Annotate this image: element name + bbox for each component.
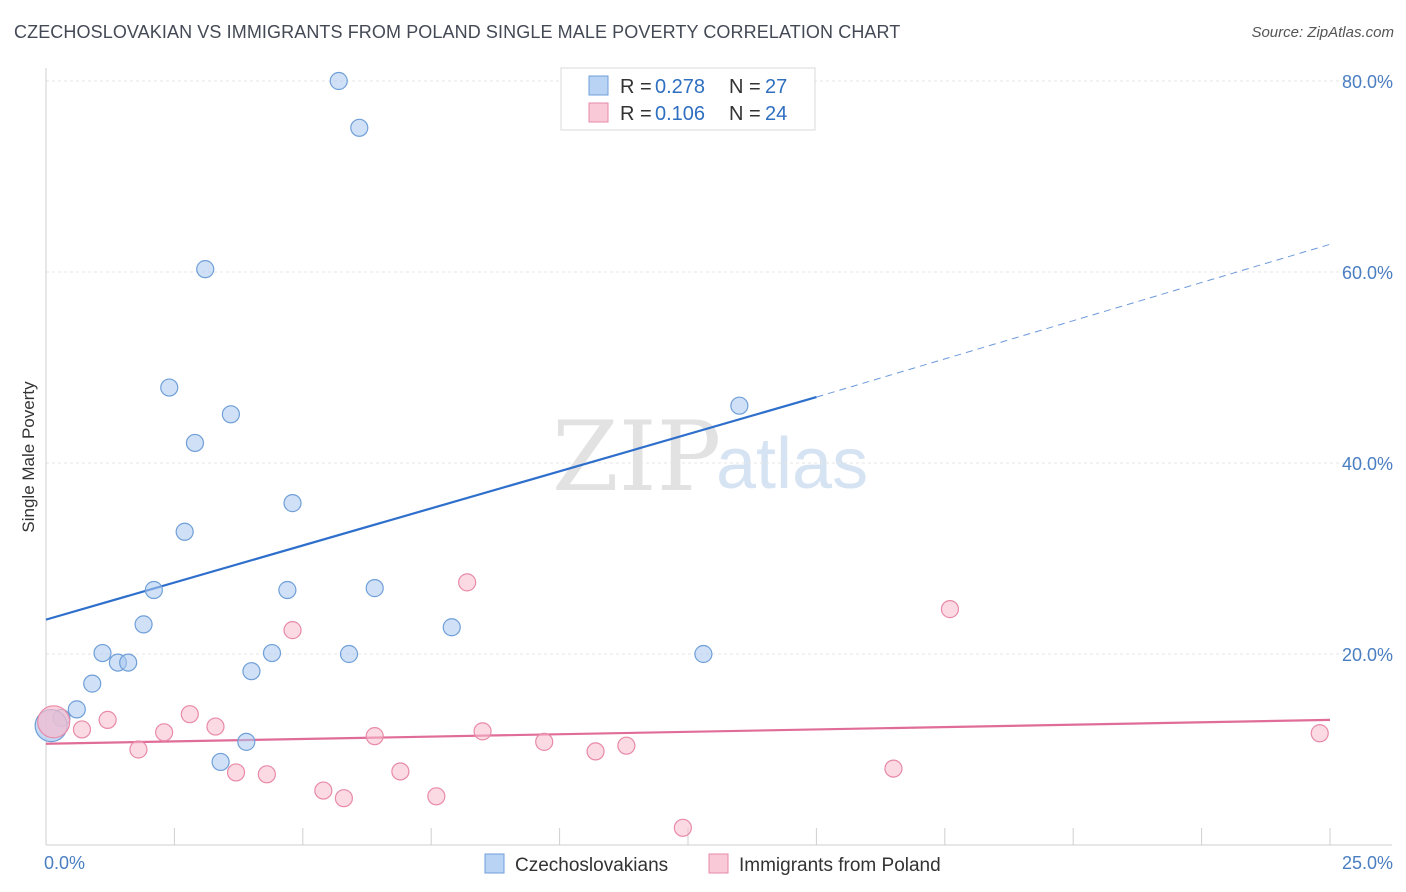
point-czechoslovakians — [283, 494, 302, 513]
point-immigrants-poland — [314, 781, 333, 800]
point-czechoslovakians — [278, 580, 297, 600]
point-czechoslovakians — [211, 752, 230, 772]
point-immigrants-poland — [72, 720, 92, 739]
point-czechoslovakians — [134, 615, 153, 634]
point-immigrants-poland — [427, 787, 446, 806]
point-immigrants-poland — [365, 727, 384, 746]
series-legend: Czechoslovakians Immigrants from Poland — [484, 853, 941, 876]
point-immigrants-poland — [673, 818, 692, 837]
series-swatch-immigrants-poland — [708, 853, 729, 874]
point-czechoslovakians — [237, 732, 256, 751]
legend-swatch-czechoslovakians — [588, 75, 609, 96]
correlation-legend: R = 0.278 N = 27 R = 0.106 N = 24 — [560, 67, 816, 131]
point-immigrants-poland — [283, 621, 302, 640]
point-czechoslovakians — [365, 579, 384, 598]
legend-r-label-2: R = — [620, 103, 652, 125]
x-tick-labels: 0.0% 25.0% — [44, 853, 1393, 873]
point-czechoslovakians — [339, 644, 359, 664]
point-immigrants-poland — [535, 732, 554, 751]
legend-r-value-2: 0.106 — [655, 103, 705, 125]
point-czechoslovakians — [160, 378, 179, 397]
x-tick-label: 25.0% — [1342, 853, 1393, 873]
point-immigrants-poland — [617, 736, 636, 755]
point-czechoslovakians — [67, 700, 86, 719]
y-axis-label: Single Male Poverty — [19, 381, 38, 533]
legend-r-value-1: 0.278 — [655, 76, 705, 98]
series-swatch-czechoslovakians — [484, 853, 505, 874]
watermark-atlas: atlas — [716, 424, 868, 504]
watermark-zip: ZIP — [552, 401, 721, 513]
point-czechoslovakians — [262, 643, 282, 663]
point-immigrants-poland — [1310, 724, 1329, 743]
point-czechoslovakians — [221, 405, 240, 424]
point-czechoslovakians — [185, 433, 205, 453]
legend-r-label-1: R = — [620, 76, 652, 98]
point-immigrants-poland — [940, 600, 960, 619]
x-tick-label: 0.0% — [44, 853, 85, 873]
y-tick-label: 60.0% — [1342, 263, 1393, 283]
y-tick-labels: 20.0% 40.0% 60.0% 80.0% — [1342, 72, 1393, 665]
point-immigrants-poland — [458, 573, 477, 592]
legend-swatch-immigrants-poland — [588, 102, 609, 123]
point-czechoslovakians — [242, 662, 261, 681]
point-czechoslovakians — [144, 580, 163, 600]
point-czechoslovakians — [83, 674, 102, 693]
point-immigrants-poland — [884, 759, 903, 778]
source-label: Source: ZipAtlas.com — [1251, 24, 1394, 41]
trend-line-extension-czechoslovakians — [816, 243, 1331, 398]
y-tick-label: 80.0% — [1342, 72, 1393, 92]
point-czechoslovakians — [119, 653, 138, 672]
point-immigrants-poland — [226, 763, 246, 782]
series-label-czechoslovakians: Czechoslovakians — [515, 855, 668, 876]
chart-title: CZECHOSLOVAKIAN VS IMMIGRANTS FROM POLAN… — [14, 22, 901, 42]
point-czechoslovakians — [350, 118, 369, 137]
legend-n-label-2: N = — [729, 103, 761, 125]
point-czechoslovakians — [196, 260, 215, 279]
y-tick-label: 20.0% — [1342, 645, 1393, 665]
point-immigrants-poland — [129, 740, 148, 759]
point-immigrants-poland — [391, 762, 410, 781]
point-immigrants-poland — [206, 717, 225, 736]
point-czechoslovakians — [329, 71, 348, 91]
trend-line-czechoslovakians — [45, 396, 817, 621]
legend-n-label-1: N = — [729, 76, 761, 98]
point-immigrants-poland — [473, 722, 492, 741]
trend-lines — [45, 243, 1331, 745]
point-czechoslovakians — [442, 618, 461, 637]
legend-n-value-2: 24 — [765, 103, 787, 125]
point-czechoslovakians — [175, 522, 194, 541]
point-immigrants-poland — [257, 765, 276, 784]
point-immigrants-poland — [334, 789, 353, 808]
point-czechoslovakians — [694, 644, 713, 664]
point-immigrants-poland — [37, 705, 71, 739]
point-immigrants-poland — [180, 705, 199, 724]
grid-lines — [46, 80, 1392, 655]
point-czechoslovakians — [730, 396, 749, 415]
point-immigrants-poland — [155, 723, 174, 742]
data-points — [34, 71, 1329, 837]
point-immigrants-poland — [98, 710, 117, 729]
trend-line-immigrants-poland — [45, 718, 1331, 745]
legend-n-value-1: 27 — [765, 76, 787, 98]
point-czechoslovakians — [93, 643, 112, 663]
point-immigrants-poland — [586, 742, 605, 761]
series-label-immigrants-poland: Immigrants from Poland — [739, 855, 941, 876]
y-tick-label: 40.0% — [1342, 454, 1393, 474]
